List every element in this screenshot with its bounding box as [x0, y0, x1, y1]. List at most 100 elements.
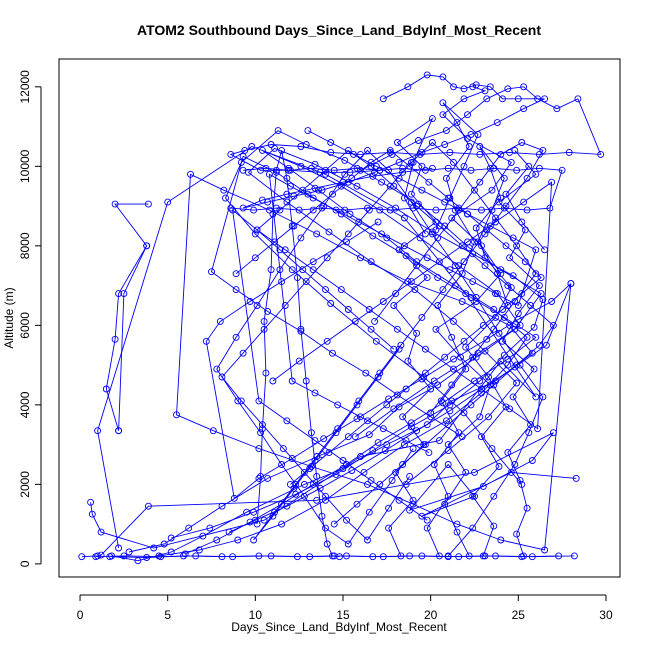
- data-point: [267, 141, 275, 148]
- data-point: [367, 476, 375, 484]
- data-point: [548, 298, 556, 305]
- data-point: [209, 427, 217, 435]
- data-point: [539, 296, 547, 303]
- data-point: [535, 282, 543, 290]
- data-point: [267, 552, 275, 560]
- series-line-25: [426, 102, 479, 557]
- data-point: [332, 470, 340, 478]
- data-point: [423, 421, 431, 429]
- data-point: [478, 389, 485, 397]
- data-point: [500, 351, 508, 359]
- data-point: [497, 150, 505, 158]
- data-point: [288, 455, 296, 462]
- data-point: [318, 204, 326, 212]
- data-point: [481, 254, 489, 262]
- data-point: [264, 307, 272, 315]
- data-point: [462, 290, 470, 298]
- data-point: [383, 401, 391, 409]
- data-point: [322, 166, 329, 174]
- data-point: [111, 335, 119, 343]
- data-point: [549, 429, 557, 437]
- data-point: [213, 365, 221, 373]
- data-point: [311, 457, 319, 464]
- data-point: [467, 131, 475, 138]
- data-point: [395, 246, 403, 254]
- data-point: [290, 222, 298, 230]
- data-point: [293, 274, 301, 282]
- data-point: [115, 544, 123, 552]
- data-point: [504, 355, 512, 363]
- series-line-19: [231, 181, 553, 521]
- data-point: [353, 415, 361, 423]
- data-point: [339, 457, 347, 464]
- data-point: [469, 492, 477, 500]
- data-point: [260, 317, 268, 325]
- data-point: [460, 337, 468, 345]
- data-point: [344, 540, 352, 548]
- data-point: [428, 164, 436, 172]
- data-point: [493, 270, 501, 278]
- data-point: [227, 204, 235, 212]
- data-point: [428, 115, 436, 123]
- data-point: [399, 168, 407, 176]
- data-point: [497, 270, 505, 278]
- data-point: [218, 553, 226, 561]
- data-point: [507, 158, 515, 166]
- data-point: [393, 391, 401, 399]
- data-point: [500, 313, 508, 321]
- data-point: [488, 186, 496, 194]
- data-point: [457, 353, 464, 361]
- data-point: [476, 143, 484, 150]
- y-tick-label: 4000: [18, 391, 32, 418]
- data-point: [360, 468, 368, 476]
- data-point: [450, 355, 457, 363]
- data-point: [334, 401, 342, 409]
- data-point: [367, 162, 375, 170]
- series-line-22: [253, 142, 544, 541]
- data-point: [120, 552, 128, 560]
- data-point: [481, 262, 489, 270]
- data-point: [279, 445, 287, 453]
- data-point: [388, 476, 396, 484]
- data-point: [492, 290, 499, 298]
- data-point: [535, 150, 543, 158]
- data-point: [309, 266, 317, 274]
- data-point: [402, 385, 410, 393]
- data-point: [313, 472, 321, 480]
- data-point: [337, 286, 345, 294]
- data-point: [202, 337, 210, 345]
- data-point: [309, 206, 317, 214]
- data-point: [115, 290, 123, 298]
- series-line-27: [235, 149, 542, 485]
- data-point: [446, 407, 454, 415]
- data-point: [406, 552, 414, 560]
- data-point: [530, 323, 538, 331]
- plot-frame: [58, 58, 621, 578]
- data-point: [511, 363, 519, 371]
- data-point: [516, 321, 524, 329]
- data-point: [450, 317, 457, 325]
- data-point: [483, 95, 491, 103]
- data-point: [313, 230, 321, 238]
- x-tick-label: 10: [249, 608, 263, 622]
- data-point: [111, 200, 119, 208]
- data-point: [404, 278, 412, 286]
- data-point: [432, 325, 440, 333]
- data-point: [271, 508, 279, 516]
- data-point: [357, 150, 364, 158]
- data-point: [325, 449, 333, 457]
- data-point: [232, 333, 240, 341]
- data-point: [402, 437, 410, 445]
- data-point: [535, 164, 543, 172]
- data-point: [258, 425, 266, 433]
- data-point: [523, 333, 531, 341]
- data-point: [450, 365, 457, 373]
- data-point: [441, 141, 449, 148]
- data-point: [315, 186, 322, 194]
- y-tick-label: 6000: [18, 312, 32, 339]
- data-point: [300, 468, 308, 476]
- data-point: [187, 170, 194, 178]
- data-point: [504, 302, 512, 309]
- data-point: [407, 190, 415, 198]
